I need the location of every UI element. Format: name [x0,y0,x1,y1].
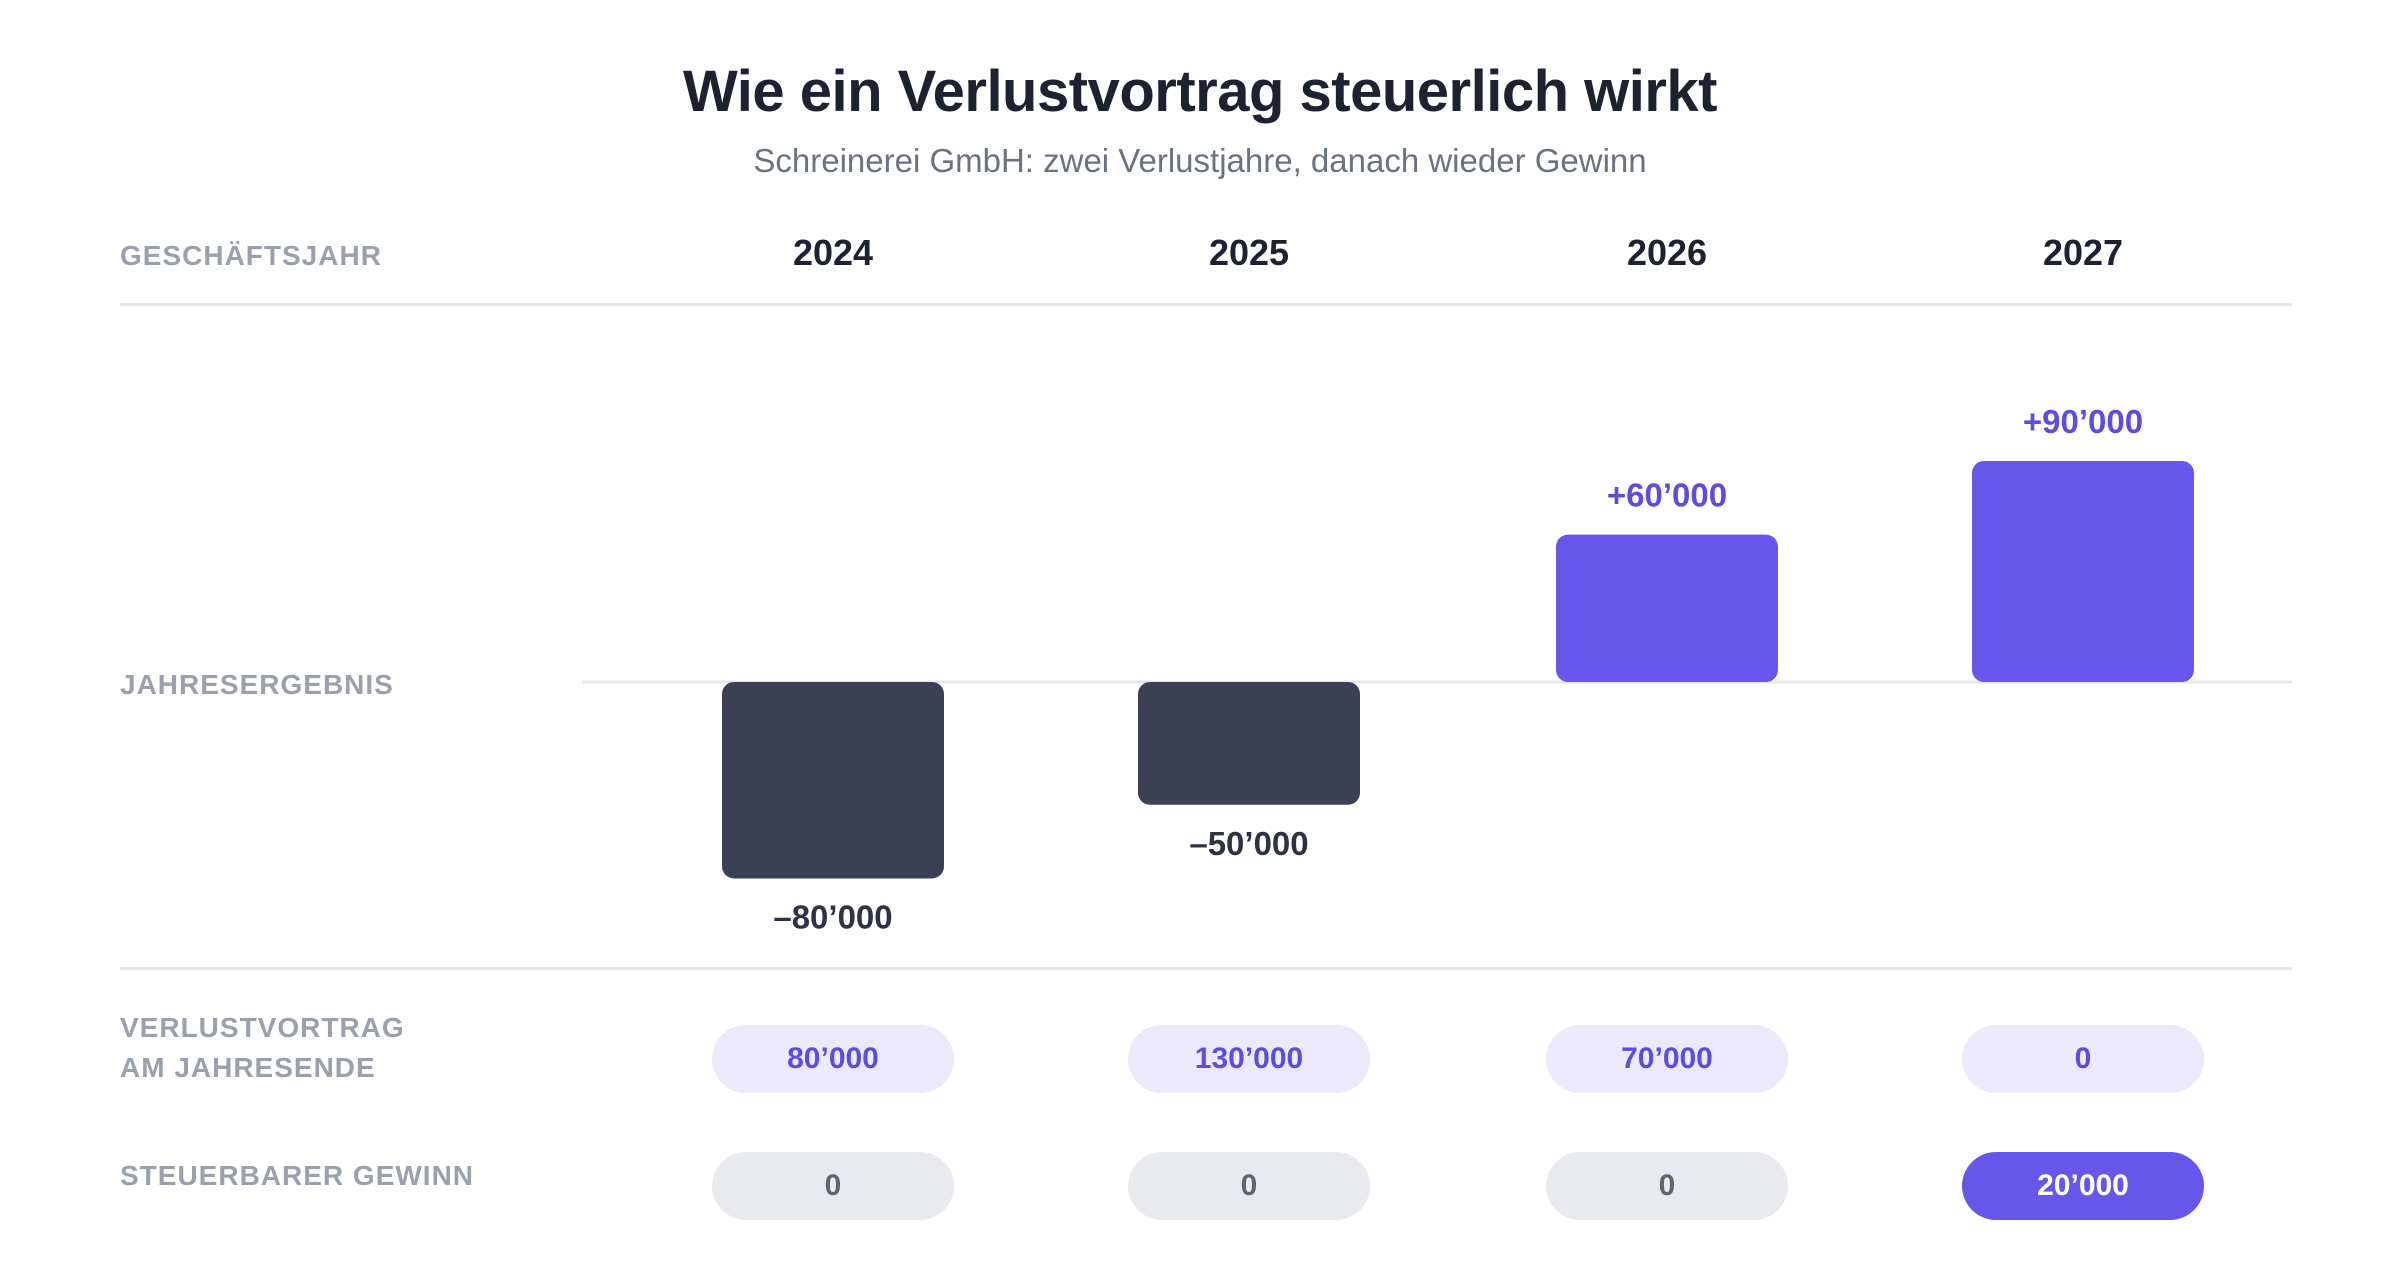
year-row-label: GESCHÄFTSJAHR [120,240,382,271]
value-label-2026: +60’000 [1607,477,1727,514]
taxable-profit-2025: 0 [1128,1152,1370,1220]
taxable-profit-2024: 0 [712,1152,954,1220]
header-divider [120,303,2292,306]
carryforward-2026: 70’000 [1546,1025,1788,1093]
carryforward-2027: 0 [1962,1025,2204,1093]
value-label-2027: +90’000 [2023,403,2143,440]
taxable-profit-2026: 0 [1546,1152,1788,1220]
taxable-row-label: STEUERBARER GEWINN [120,1160,475,1191]
chart-title: Wie ein Verlustvortrag steuerlich wirkt [683,59,1718,124]
chart-divider [120,967,2292,970]
bar-2026 [1556,534,1778,682]
value-label-2025: –50’000 [1189,825,1308,862]
year-2024: 2024 [792,232,874,273]
year-2025: 2025 [1208,232,1290,273]
result-row-label: JAHRESERGEBNIS [120,669,394,700]
year-2026: 2026 [1626,232,1708,273]
carry-row-label-line2: AM JAHRESENDE [120,1052,376,1083]
carryforward-2024: 80’000 [712,1025,954,1093]
bar-2024 [722,682,944,879]
year-2027: 2027 [2042,232,2124,273]
carry-row-label: VERLUSTVORTRAG AM JAHRESENDE [120,1008,405,1088]
value-label-2024: –80’000 [773,898,892,935]
taxable-profit-2027: 20’000 [1962,1152,2204,1220]
carry-row-label-line1: VERLUSTVORTRAG [120,1012,405,1043]
bar-2025 [1138,682,1360,805]
carryforward-2025: 130’000 [1128,1025,1370,1093]
bar-2027 [1972,461,2194,682]
chart-subtitle: Schreinerei GmbH: zwei Verlustjahre, dan… [753,142,1647,179]
